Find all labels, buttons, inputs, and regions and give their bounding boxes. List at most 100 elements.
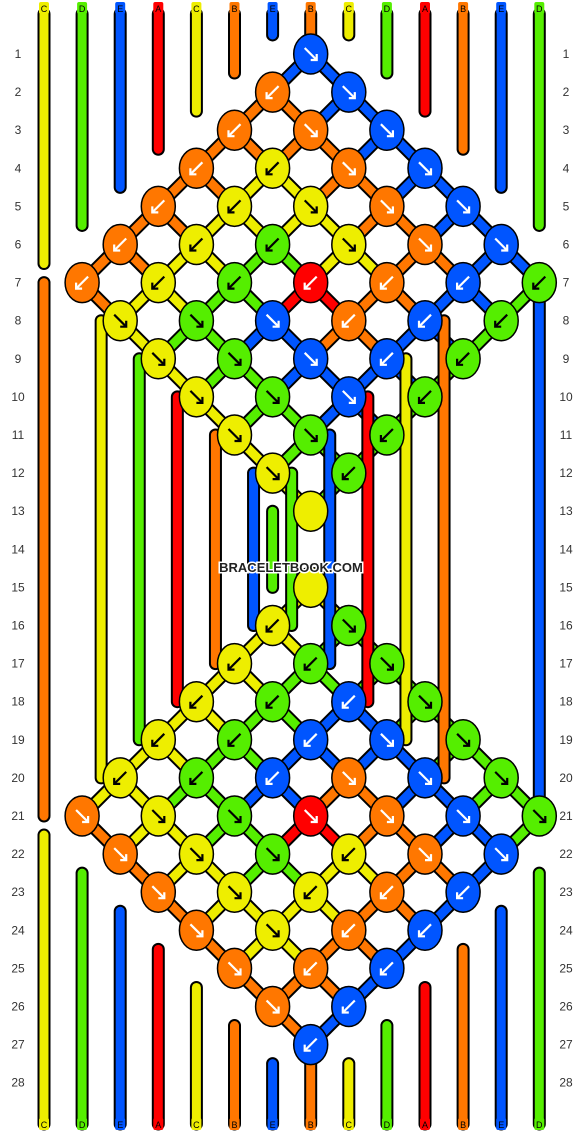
arrow-down-left-icon — [342, 999, 356, 1014]
arrow-down-left-icon — [303, 275, 318, 290]
knot — [369, 795, 405, 837]
row-number-left: 14 — [11, 542, 25, 556]
knot — [254, 604, 291, 647]
string-label-bottom-text: C — [193, 1120, 200, 1130]
knot — [292, 185, 329, 228]
knot — [407, 147, 443, 190]
arrow-head-icon — [158, 358, 166, 366]
string-label-bottom: B — [458, 1118, 469, 1130]
arrow-head-icon — [265, 244, 273, 252]
arrow-down-right-icon — [418, 237, 432, 252]
arrow-down-right-icon — [227, 809, 242, 823]
knot — [331, 223, 367, 266]
arrow-down-right-icon — [227, 885, 242, 899]
knot — [292, 338, 329, 380]
knot — [216, 185, 253, 228]
knot — [369, 642, 405, 685]
string-label-top: D — [381, 2, 392, 14]
row-number-left: 4 — [15, 161, 22, 175]
knot — [102, 299, 138, 342]
arrow-head-icon — [158, 892, 166, 900]
string-label-bottom-chip — [458, 1118, 469, 1130]
knot — [369, 185, 405, 228]
string-label-top: C — [343, 2, 354, 14]
knot — [178, 757, 215, 799]
arrow-down-left-icon — [418, 313, 432, 328]
arrow-down-right-icon — [151, 352, 166, 366]
arrow-down-left-icon — [380, 428, 394, 442]
arrow-down-left-icon — [303, 961, 318, 976]
arrow-down-left-icon — [342, 313, 356, 328]
row-number-left: 26 — [11, 1000, 25, 1014]
arrow-down-left-icon — [303, 1037, 318, 1052]
knot — [331, 376, 367, 418]
arrow-head-icon — [310, 816, 318, 824]
arrow-down-left-icon — [151, 275, 166, 290]
arrow-down-right-icon — [342, 237, 356, 252]
arrow-down-left-icon — [456, 275, 470, 290]
string-label-top-text: A — [155, 4, 161, 14]
arrow-down-left-icon — [494, 313, 508, 328]
row-number-right: 28 — [559, 1076, 573, 1090]
arrow-head-icon — [348, 92, 356, 100]
arrow-head-icon — [227, 663, 235, 671]
knot — [140, 871, 177, 913]
arrow-head-icon — [196, 930, 204, 938]
knot — [102, 833, 138, 875]
knot — [216, 338, 253, 380]
row-number-right: 3 — [563, 123, 570, 137]
arrow-head-icon — [234, 816, 242, 824]
row-number-right: 4 — [563, 161, 570, 175]
knot — [369, 871, 405, 913]
row-number-left: 1 — [15, 47, 22, 61]
arrow-head-icon — [456, 358, 464, 366]
string-label-top-chip — [343, 2, 354, 14]
string-label-top: B — [305, 2, 316, 14]
knot — [178, 909, 215, 952]
arrow-down-right-icon — [113, 313, 127, 328]
knot — [216, 795, 253, 837]
knot — [216, 414, 253, 456]
string-label-top-chip — [191, 2, 202, 14]
string-label-bottom-chip — [420, 1118, 430, 1130]
row-number-left: 13 — [11, 504, 25, 518]
arrow-down-right-icon — [113, 847, 127, 861]
string-label-bottom-text: D — [536, 1120, 543, 1130]
arrow-head-icon — [303, 1044, 311, 1052]
string-label-top: A — [153, 2, 164, 14]
arrow-head-icon — [272, 396, 280, 404]
knot — [216, 871, 253, 913]
arrow-down-right-icon — [380, 199, 394, 214]
arrow-head-icon — [379, 358, 387, 366]
string-label-top-chip — [381, 2, 392, 14]
arrow-head-icon — [417, 320, 425, 328]
row-number-right: 8 — [563, 314, 570, 328]
knot — [178, 223, 215, 266]
arrow-down-left-icon — [342, 694, 356, 709]
knot-layer — [64, 33, 558, 1066]
knot — [178, 376, 215, 418]
arrow-head-icon — [196, 854, 204, 862]
arrow-head-icon — [348, 244, 356, 252]
arrow-head-icon — [425, 701, 433, 709]
arrow-head-icon — [272, 930, 280, 938]
string-label-top-chip — [77, 2, 88, 14]
arrow-down-left-icon — [380, 352, 394, 366]
arrow-down-right-icon — [342, 161, 356, 176]
string-label-bottom-text: E — [498, 1120, 504, 1130]
string-label-top-text: B — [460, 4, 466, 14]
string-label-bottom: B — [305, 1118, 316, 1130]
row-number-right: 22 — [559, 847, 573, 861]
knot — [407, 757, 443, 799]
string-label-top: D — [77, 2, 88, 14]
arrow-head-icon — [379, 282, 387, 290]
arrow-down-right-icon — [418, 771, 432, 785]
arrow-down-left-icon — [265, 237, 280, 252]
row-number-right: 17 — [559, 657, 573, 671]
row-number-right: 6 — [563, 238, 570, 252]
knot — [292, 109, 329, 151]
knot — [483, 833, 519, 875]
arrow-head-icon — [456, 892, 464, 900]
arrow-head-icon — [386, 739, 394, 747]
